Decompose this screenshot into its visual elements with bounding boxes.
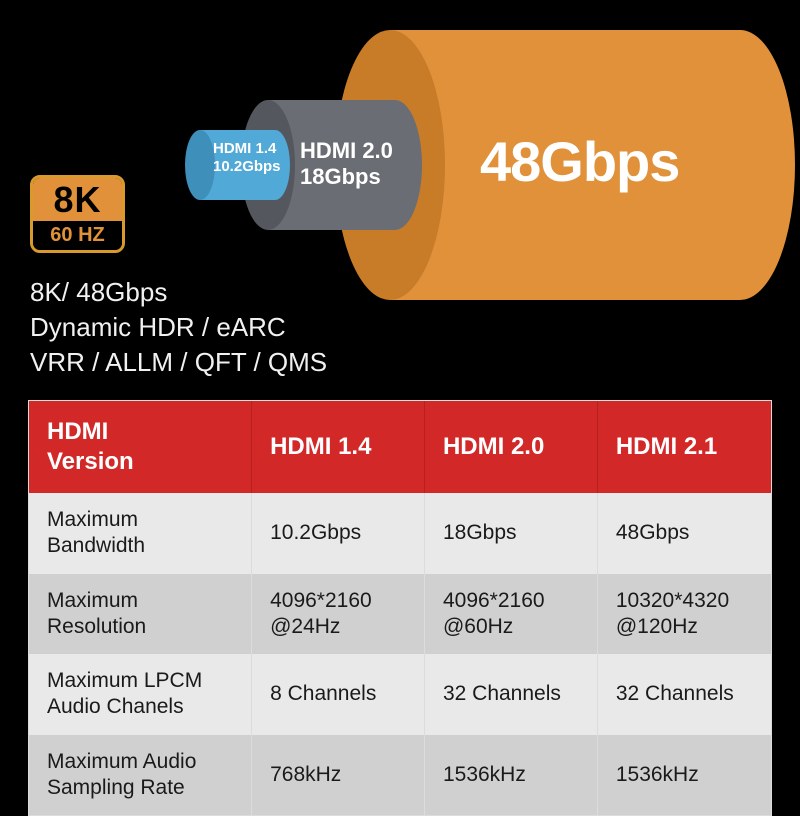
row-label: Maximum Audio Sampling Rate [29,735,252,816]
th-hdmi21: HDMI 2.1 [597,401,771,493]
row-value: 8 Channels [252,654,425,735]
table-row: Maximum Resolution4096*2160@24Hz4096*216… [29,574,771,655]
cyl-small-label: HDMI 1.4 10.2Gbps [213,140,281,176]
row-value: 32 Channels [597,654,771,735]
hdmi-table: HDMIVersion HDMI 1.4 HDMI 2.0 HDMI 2.1 M… [29,401,771,815]
cyl-small-line2: 10.2Gbps [213,158,281,175]
comparison-table: HDMIVersion HDMI 1.4 HDMI 2.0 HDMI 2.1 M… [28,400,772,816]
table-row: Maximum Audio Sampling Rate768kHz1536kHz… [29,735,771,816]
row-value: 4096*2160@24Hz [252,574,425,655]
feature-list: 8K/ 48Gbps Dynamic HDR / eARC VRR / ALLM… [30,275,327,380]
row-value: 48Gbps [597,493,771,574]
cyl-large-label: 48Gbps [480,128,679,195]
row-value: 18Gbps [424,493,597,574]
infographic-canvas: HDMI 1.4 10.2Gbps HDMI 2.0 18Gbps 48Gbps… [0,0,800,800]
cyl-medium-line1: HDMI 2.0 [300,138,393,163]
row-value: 1536kHz [597,735,771,816]
feature-line-1: 8K/ 48Gbps [30,275,327,310]
row-value: 10320*4320@120Hz [597,574,771,655]
feature-line-2: Dynamic HDR / eARC [30,310,327,345]
row-label: Maximum LPCM Audio Chanels [29,654,252,735]
row-value: 1536kHz [424,735,597,816]
table-row: Maximum Bandwidth10.2Gbps18Gbps48Gbps [29,493,771,574]
row-label: Maximum Bandwidth [29,493,252,574]
th-version-text: HDMIVersion [47,418,134,475]
feature-line-3: VRR / ALLM / QFT / QMS [30,345,327,380]
badge-top: 8K [33,178,122,221]
row-label: Maximum Resolution [29,574,252,655]
row-value: 4096*2160@60Hz [424,574,597,655]
cyl-large-right-cap [685,30,795,300]
table-header-row: HDMIVersion HDMI 1.4 HDMI 2.0 HDMI 2.1 [29,401,771,493]
cyl-small-line1: HDMI 1.4 [213,140,276,157]
table-body: Maximum Bandwidth10.2Gbps18Gbps48GbpsMax… [29,493,771,815]
th-hdmi14: HDMI 1.4 [252,401,425,493]
th-version: HDMIVersion [29,401,252,493]
cyl-medium-line2: 18Gbps [300,164,381,189]
cyl-small-left-face [185,130,215,200]
resolution-badge: 8K 60 HZ [30,175,125,253]
row-value: 32 Channels [424,654,597,735]
badge-bottom: 60 HZ [33,221,122,250]
row-value: 768kHz [252,735,425,816]
table-row: Maximum LPCM Audio Chanels8 Channels32 C… [29,654,771,735]
row-value: 10.2Gbps [252,493,425,574]
th-hdmi20: HDMI 2.0 [424,401,597,493]
cyl-medium-label: HDMI 2.0 18Gbps [300,138,393,191]
